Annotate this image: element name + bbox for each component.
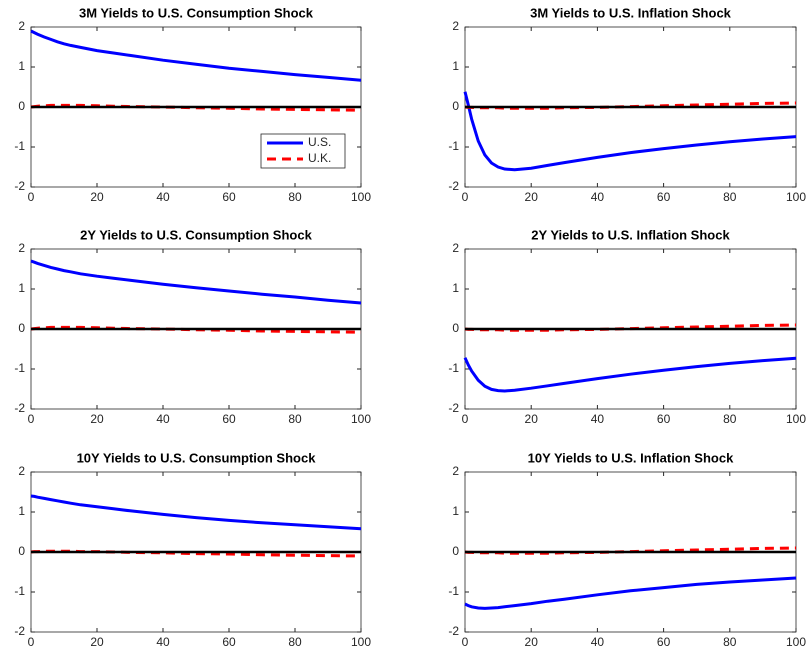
x-tick-label: 60	[657, 412, 671, 426]
chart-title: 10Y Yields to U.S. Consumption Shock	[77, 450, 317, 465]
x-tick-label: 20	[90, 190, 104, 204]
y-tick-label: -2	[448, 179, 459, 193]
legend-box	[260, 133, 346, 169]
y-tick-label: -1	[448, 139, 459, 153]
y-tick-label: 2	[452, 464, 459, 478]
y-tick-label: -2	[14, 401, 25, 415]
x-tick-label: 80	[723, 635, 737, 649]
x-tick-label: 40	[156, 412, 170, 426]
y-tick-label: 2	[452, 19, 459, 33]
y-tick-label: 0	[452, 321, 459, 335]
series-line	[30, 29, 362, 82]
y-tick-label: -2	[14, 179, 25, 193]
y-tick-label: 0	[18, 321, 25, 335]
series-line	[463, 91, 797, 172]
y-tick-label: -2	[448, 624, 459, 638]
y-tick-label: 2	[18, 464, 25, 478]
y-tick-label: 2	[452, 241, 459, 255]
x-tick-label: 100	[351, 412, 371, 426]
y-tick-label: 1	[452, 281, 459, 295]
chart-title: 10Y Yields to U.S. Inflation Shock	[528, 450, 734, 465]
y-tick-label: 1	[452, 59, 459, 73]
chart-title: 2Y Yields to U.S. Inflation Shock	[531, 227, 730, 242]
series-line	[30, 259, 362, 305]
x-tick-label: 20	[90, 412, 104, 426]
y-tick-label: 0	[452, 544, 459, 558]
x-tick-label: 80	[288, 412, 302, 426]
x-tick-label: 100	[786, 190, 806, 204]
x-tick-label: 100	[351, 635, 371, 649]
x-tick-label: 0	[462, 635, 469, 649]
x-tick-label: 80	[723, 412, 737, 426]
x-tick-label: 20	[525, 412, 539, 426]
chart-title: 3M Yields to U.S. Consumption Shock	[79, 5, 314, 20]
legend-label: U.K.	[308, 151, 331, 165]
x-tick-label: 80	[723, 190, 737, 204]
y-tick-label: 1	[18, 59, 25, 73]
x-tick-label: 60	[222, 635, 236, 649]
y-tick-label: -1	[14, 361, 25, 375]
x-tick-label: 40	[591, 635, 605, 649]
series-line	[463, 356, 797, 393]
y-tick-label: -1	[14, 584, 25, 598]
x-tick-label: 40	[591, 412, 605, 426]
x-tick-label: 20	[90, 635, 104, 649]
y-tick-label: 1	[452, 504, 459, 518]
y-tick-label: 0	[452, 99, 459, 113]
x-tick-label: 60	[222, 412, 236, 426]
y-tick-label: -1	[14, 139, 25, 153]
x-tick-label: 60	[222, 190, 236, 204]
series-line	[464, 576, 797, 610]
x-tick-label: 20	[525, 190, 539, 204]
y-tick-label: -2	[448, 401, 459, 415]
y-tick-label: 0	[18, 544, 25, 558]
x-tick-label: 40	[156, 635, 170, 649]
x-tick-label: 80	[288, 635, 302, 649]
x-tick-label: 20	[525, 635, 539, 649]
x-tick-label: 40	[591, 190, 605, 204]
chart-title: 2Y Yields to U.S. Consumption Shock	[80, 227, 312, 242]
x-tick-label: 60	[657, 635, 671, 649]
y-tick-label: 2	[18, 241, 25, 255]
x-tick-label: 100	[351, 190, 371, 204]
y-tick-label: -2	[14, 624, 25, 638]
y-tick-label: 1	[18, 281, 25, 295]
y-tick-label: 1	[18, 504, 25, 518]
y-tick-label: 2	[18, 19, 25, 33]
x-tick-label: 0	[28, 190, 35, 204]
x-tick-label: 80	[288, 190, 302, 204]
chart-title: 3M Yields to U.S. Inflation Shock	[530, 5, 732, 20]
legend-label: U.S.	[308, 135, 331, 149]
y-tick-label: -1	[448, 584, 459, 598]
series-line	[30, 494, 362, 531]
x-tick-label: 0	[462, 190, 469, 204]
x-tick-label: 0	[28, 412, 35, 426]
x-tick-label: 0	[28, 635, 35, 649]
y-tick-label: -1	[448, 361, 459, 375]
x-tick-label: 100	[786, 412, 806, 426]
x-tick-label: 60	[657, 190, 671, 204]
x-tick-label: 0	[462, 412, 469, 426]
y-tick-label: 0	[18, 99, 25, 113]
x-tick-label: 40	[156, 190, 170, 204]
x-tick-label: 100	[786, 635, 806, 649]
